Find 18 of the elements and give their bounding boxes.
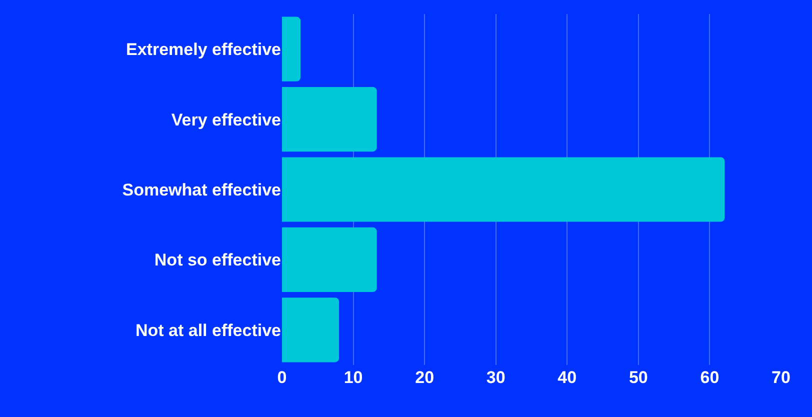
x-tick-label: 40 xyxy=(558,368,577,387)
x-tick-label: 70 xyxy=(772,368,790,387)
bar xyxy=(282,227,377,292)
x-tick-label: 10 xyxy=(344,368,363,387)
y-tick-label: Somewhat effective xyxy=(122,180,281,200)
x-tick-label: 50 xyxy=(628,368,648,387)
y-tick-label: Extremely effective xyxy=(126,40,281,60)
bar xyxy=(282,157,725,222)
bar xyxy=(282,298,340,362)
bar xyxy=(282,87,377,152)
x-tick-label: 30 xyxy=(486,368,506,387)
bar xyxy=(282,16,301,82)
y-tick-label: Not at all effective xyxy=(136,320,281,340)
x-tick-label: 60 xyxy=(700,368,720,387)
x-tick-label: 0 xyxy=(277,368,287,387)
x-tick-label: 20 xyxy=(415,368,434,387)
y-tick-label: Not so effective xyxy=(154,250,281,270)
y-tick-label: Very effective xyxy=(171,110,281,130)
